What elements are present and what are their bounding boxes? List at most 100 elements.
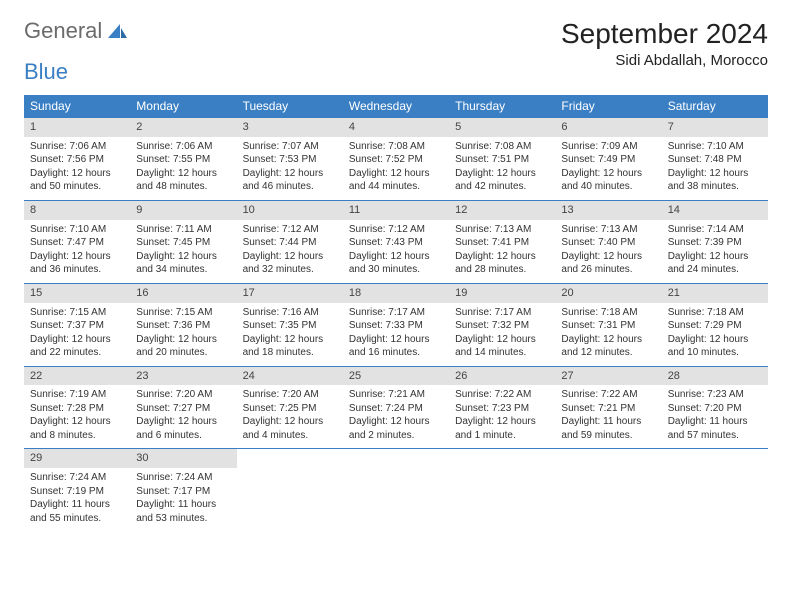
weekday-header: Saturday (662, 95, 768, 118)
day-number: 30 (130, 449, 236, 468)
daylight-text-2: and 34 minutes. (136, 263, 230, 277)
day-body: Sunrise: 7:08 AMSunset: 7:52 PMDaylight:… (343, 137, 449, 200)
sunrise-text: Sunrise: 7:07 AM (243, 140, 337, 154)
sunset-text: Sunset: 7:37 PM (30, 319, 124, 333)
day-number: 23 (130, 367, 236, 386)
calendar-cell: 11Sunrise: 7:12 AMSunset: 7:43 PMDayligh… (343, 200, 449, 283)
sunset-text: Sunset: 7:39 PM (668, 236, 762, 250)
daylight-text-2: and 36 minutes. (30, 263, 124, 277)
sunset-text: Sunset: 7:27 PM (136, 402, 230, 416)
day-number: 12 (449, 201, 555, 220)
daylight-text-2: and 22 minutes. (30, 346, 124, 360)
calendar-cell: 26Sunrise: 7:22 AMSunset: 7:23 PMDayligh… (449, 366, 555, 449)
daylight-text-1: Daylight: 12 hours (136, 415, 230, 429)
daylight-text-2: and 18 minutes. (243, 346, 337, 360)
day-body: Sunrise: 7:18 AMSunset: 7:29 PMDaylight:… (662, 303, 768, 366)
weekday-header: Monday (130, 95, 236, 118)
sunrise-text: Sunrise: 7:21 AM (349, 388, 443, 402)
calendar-cell: 24Sunrise: 7:20 AMSunset: 7:25 PMDayligh… (237, 366, 343, 449)
daylight-text-1: Daylight: 12 hours (561, 167, 655, 181)
calendar-cell: 7Sunrise: 7:10 AMSunset: 7:48 PMDaylight… (662, 118, 768, 201)
day-number: 25 (343, 367, 449, 386)
sunrise-text: Sunrise: 7:20 AM (136, 388, 230, 402)
day-body: Sunrise: 7:14 AMSunset: 7:39 PMDaylight:… (662, 220, 768, 283)
day-body: Sunrise: 7:20 AMSunset: 7:25 PMDaylight:… (237, 385, 343, 448)
daylight-text-1: Daylight: 12 hours (30, 415, 124, 429)
sunset-text: Sunset: 7:56 PM (30, 153, 124, 167)
weekday-header-row: Sunday Monday Tuesday Wednesday Thursday… (24, 95, 768, 118)
daylight-text-1: Daylight: 12 hours (455, 167, 549, 181)
calendar-cell: 3Sunrise: 7:07 AMSunset: 7:53 PMDaylight… (237, 118, 343, 201)
daylight-text-1: Daylight: 12 hours (136, 250, 230, 264)
sunrise-text: Sunrise: 7:23 AM (668, 388, 762, 402)
day-number: 22 (24, 367, 130, 386)
weekday-header: Wednesday (343, 95, 449, 118)
calendar-cell (237, 449, 343, 531)
calendar-row: 22Sunrise: 7:19 AMSunset: 7:28 PMDayligh… (24, 366, 768, 449)
day-body: Sunrise: 7:24 AMSunset: 7:19 PMDaylight:… (24, 468, 130, 531)
calendar-row: 8Sunrise: 7:10 AMSunset: 7:47 PMDaylight… (24, 200, 768, 283)
day-number: 7 (662, 118, 768, 137)
sunrise-text: Sunrise: 7:13 AM (561, 223, 655, 237)
calendar-cell: 6Sunrise: 7:09 AMSunset: 7:49 PMDaylight… (555, 118, 661, 201)
daylight-text-2: and 48 minutes. (136, 180, 230, 194)
title-block: September 2024 Sidi Abdallah, Morocco (561, 18, 768, 69)
logo: General (24, 18, 128, 44)
calendar-table: Sunday Monday Tuesday Wednesday Thursday… (24, 95, 768, 531)
day-number: 5 (449, 118, 555, 137)
sunrise-text: Sunrise: 7:18 AM (668, 306, 762, 320)
daylight-text-1: Daylight: 11 hours (668, 415, 762, 429)
sunset-text: Sunset: 7:33 PM (349, 319, 443, 333)
calendar-row: 1Sunrise: 7:06 AMSunset: 7:56 PMDaylight… (24, 118, 768, 201)
sunrise-text: Sunrise: 7:14 AM (668, 223, 762, 237)
day-body: Sunrise: 7:19 AMSunset: 7:28 PMDaylight:… (24, 385, 130, 448)
calendar-cell: 10Sunrise: 7:12 AMSunset: 7:44 PMDayligh… (237, 200, 343, 283)
sunset-text: Sunset: 7:24 PM (349, 402, 443, 416)
sunset-text: Sunset: 7:17 PM (136, 485, 230, 499)
sunset-text: Sunset: 7:25 PM (243, 402, 337, 416)
day-body: Sunrise: 7:06 AMSunset: 7:55 PMDaylight:… (130, 137, 236, 200)
weekday-header: Thursday (449, 95, 555, 118)
daylight-text-1: Daylight: 12 hours (136, 167, 230, 181)
sunset-text: Sunset: 7:52 PM (349, 153, 443, 167)
day-body: Sunrise: 7:17 AMSunset: 7:33 PMDaylight:… (343, 303, 449, 366)
sunset-text: Sunset: 7:51 PM (455, 153, 549, 167)
daylight-text-1: Daylight: 12 hours (455, 333, 549, 347)
daylight-text-2: and 50 minutes. (30, 180, 124, 194)
daylight-text-2: and 10 minutes. (668, 346, 762, 360)
day-number: 10 (237, 201, 343, 220)
day-body: Sunrise: 7:23 AMSunset: 7:20 PMDaylight:… (662, 385, 768, 448)
calendar-cell: 29Sunrise: 7:24 AMSunset: 7:19 PMDayligh… (24, 449, 130, 531)
sunset-text: Sunset: 7:55 PM (136, 153, 230, 167)
daylight-text-1: Daylight: 12 hours (349, 333, 443, 347)
day-number: 14 (662, 201, 768, 220)
calendar-cell: 28Sunrise: 7:23 AMSunset: 7:20 PMDayligh… (662, 366, 768, 449)
sunrise-text: Sunrise: 7:15 AM (30, 306, 124, 320)
sunset-text: Sunset: 7:53 PM (243, 153, 337, 167)
sunset-text: Sunset: 7:45 PM (136, 236, 230, 250)
sunrise-text: Sunrise: 7:18 AM (561, 306, 655, 320)
calendar-row: 29Sunrise: 7:24 AMSunset: 7:19 PMDayligh… (24, 449, 768, 531)
daylight-text-1: Daylight: 12 hours (561, 250, 655, 264)
day-body: Sunrise: 7:22 AMSunset: 7:23 PMDaylight:… (449, 385, 555, 448)
sunset-text: Sunset: 7:43 PM (349, 236, 443, 250)
day-number: 27 (555, 367, 661, 386)
calendar-cell (662, 449, 768, 531)
calendar-cell: 21Sunrise: 7:18 AMSunset: 7:29 PMDayligh… (662, 283, 768, 366)
day-body: Sunrise: 7:12 AMSunset: 7:44 PMDaylight:… (237, 220, 343, 283)
day-body: Sunrise: 7:13 AMSunset: 7:40 PMDaylight:… (555, 220, 661, 283)
daylight-text-2: and 46 minutes. (243, 180, 337, 194)
calendar-cell: 13Sunrise: 7:13 AMSunset: 7:40 PMDayligh… (555, 200, 661, 283)
daylight-text-2: and 28 minutes. (455, 263, 549, 277)
calendar-body: 1Sunrise: 7:06 AMSunset: 7:56 PMDaylight… (24, 118, 768, 532)
day-body: Sunrise: 7:18 AMSunset: 7:31 PMDaylight:… (555, 303, 661, 366)
location: Sidi Abdallah, Morocco (561, 52, 768, 69)
daylight-text-2: and 40 minutes. (561, 180, 655, 194)
daylight-text-2: and 2 minutes. (349, 429, 443, 443)
weekday-header: Friday (555, 95, 661, 118)
calendar-cell (449, 449, 555, 531)
sunrise-text: Sunrise: 7:24 AM (136, 471, 230, 485)
day-number: 8 (24, 201, 130, 220)
daylight-text-1: Daylight: 12 hours (455, 415, 549, 429)
daylight-text-1: Daylight: 12 hours (349, 250, 443, 264)
